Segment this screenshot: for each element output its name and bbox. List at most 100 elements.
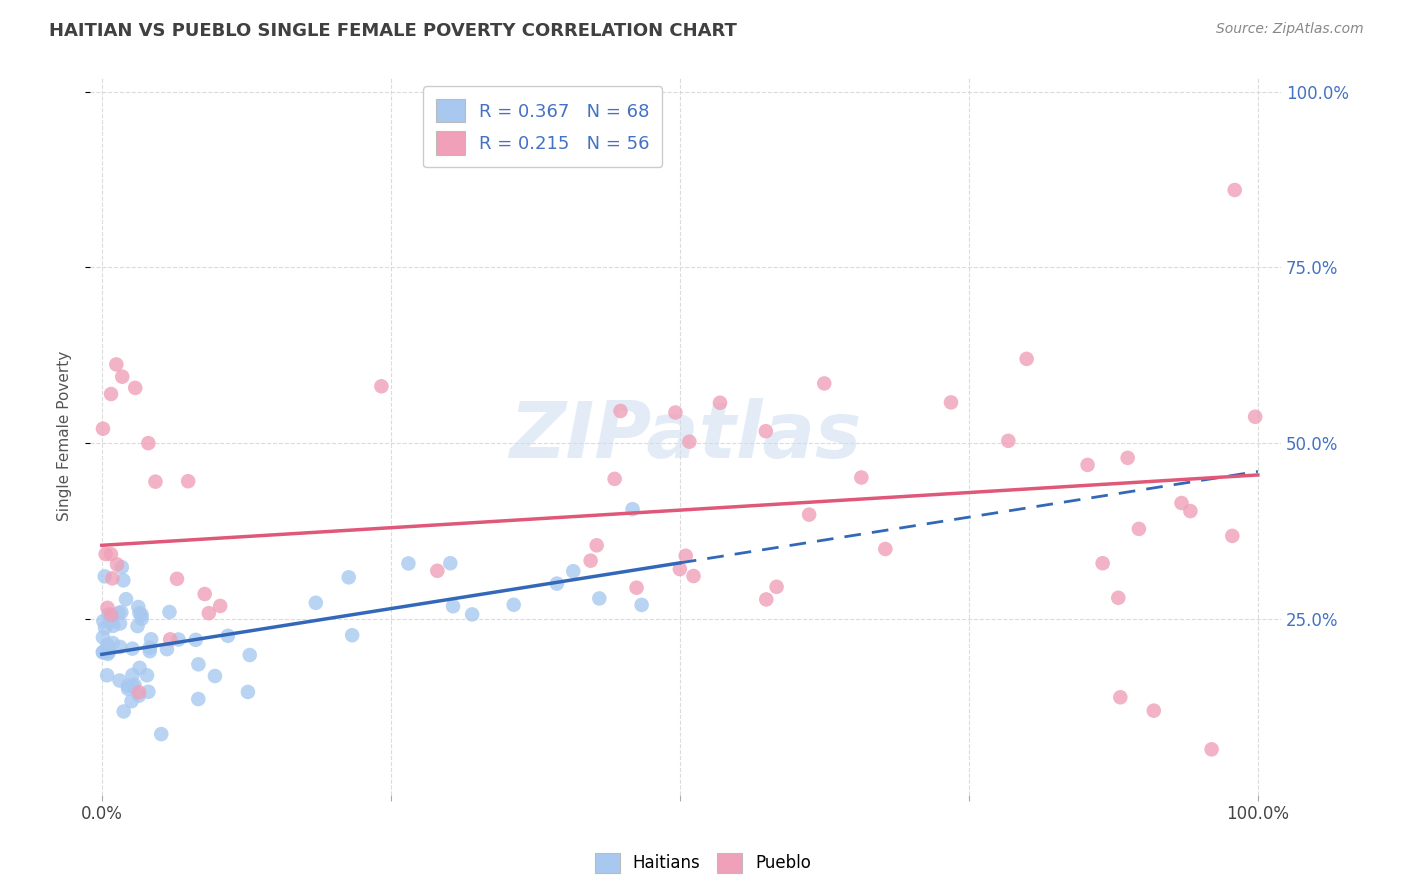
Point: [502, 598, 524, 612]
Point: [562, 564, 585, 578]
Point: [131, 612, 153, 626]
Point: [91, 645, 114, 659]
Point: [94, 621, 117, 635]
Point: [128, 661, 150, 675]
Point: [124, 381, 146, 395]
Point: [108, 640, 131, 654]
Point: [139, 644, 162, 658]
Point: [100, 615, 122, 630]
Point: [105, 358, 128, 372]
Point: [145, 475, 167, 489]
Point: [1091, 556, 1114, 570]
Point: [108, 616, 131, 631]
Point: [124, 678, 146, 692]
Point: [136, 668, 159, 682]
Point: [1077, 458, 1099, 472]
Point: [1109, 690, 1132, 705]
Point: [305, 596, 328, 610]
Point: [117, 679, 139, 693]
Point: [997, 434, 1019, 448]
Point: [105, 558, 128, 572]
Point: [585, 538, 607, 552]
Point: [127, 619, 149, 633]
Point: [217, 629, 239, 643]
Point: [1128, 522, 1150, 536]
Point: [91, 631, 114, 645]
Point: [682, 569, 704, 583]
Point: [851, 470, 873, 484]
Legend: Haitians, Pueblo: Haitians, Pueblo: [588, 847, 818, 880]
Point: [150, 727, 173, 741]
Point: [96, 668, 118, 682]
Point: [94, 547, 117, 561]
Point: [426, 564, 449, 578]
Text: Source: ZipAtlas.com: Source: ZipAtlas.com: [1216, 22, 1364, 37]
Point: [112, 705, 135, 719]
Text: ZIPatlas: ZIPatlas: [509, 398, 862, 475]
Point: [194, 587, 217, 601]
Point: [166, 572, 188, 586]
Point: [678, 434, 700, 449]
Point: [461, 607, 484, 622]
Point: [128, 689, 150, 703]
Point: [156, 642, 179, 657]
Point: [236, 685, 259, 699]
Point: [939, 395, 962, 409]
Point: [579, 554, 602, 568]
Point: [121, 668, 143, 682]
Point: [1220, 529, 1243, 543]
Point: [177, 474, 200, 488]
Point: [115, 592, 138, 607]
Point: [101, 613, 124, 627]
Point: [100, 387, 122, 401]
Point: [159, 632, 181, 647]
Point: [797, 508, 820, 522]
Point: [101, 571, 124, 585]
Point: [159, 605, 181, 619]
Point: [1244, 409, 1267, 424]
Point: [100, 607, 122, 622]
Point: [184, 632, 207, 647]
Point: [112, 574, 135, 588]
Point: [1180, 504, 1202, 518]
Point: [664, 405, 686, 419]
Legend: R = 0.367   N = 68, R = 0.215   N = 56: R = 0.367 N = 68, R = 0.215 N = 56: [423, 87, 662, 167]
Point: [187, 657, 209, 672]
Point: [441, 599, 464, 614]
Point: [546, 576, 568, 591]
Point: [128, 606, 150, 620]
Point: [93, 569, 115, 583]
Point: [755, 592, 778, 607]
Point: [91, 614, 114, 628]
Point: [669, 562, 692, 576]
Point: [239, 648, 262, 662]
Point: [96, 600, 118, 615]
Point: [1116, 450, 1139, 465]
Point: [198, 606, 221, 620]
Point: [167, 632, 190, 647]
Point: [340, 628, 363, 642]
Point: [603, 472, 626, 486]
Point: [1015, 351, 1038, 366]
Point: [1201, 742, 1223, 756]
Y-axis label: Single Female Poverty: Single Female Poverty: [58, 351, 72, 522]
Point: [630, 598, 652, 612]
Point: [1143, 704, 1166, 718]
Point: [91, 645, 114, 659]
Point: [136, 436, 159, 450]
Point: [97, 647, 120, 661]
Point: [131, 607, 153, 622]
Point: [709, 396, 731, 410]
Text: HAITIAN VS PUEBLO SINGLE FEMALE POVERTY CORRELATION CHART: HAITIAN VS PUEBLO SINGLE FEMALE POVERTY …: [49, 22, 737, 40]
Point: [588, 591, 610, 606]
Point: [187, 692, 209, 706]
Point: [97, 607, 120, 622]
Point: [100, 547, 122, 561]
Point: [108, 673, 131, 688]
Point: [1107, 591, 1129, 605]
Point: [111, 560, 134, 574]
Point: [111, 369, 134, 384]
Point: [755, 424, 778, 438]
Point: [209, 599, 232, 613]
Point: [117, 681, 139, 696]
